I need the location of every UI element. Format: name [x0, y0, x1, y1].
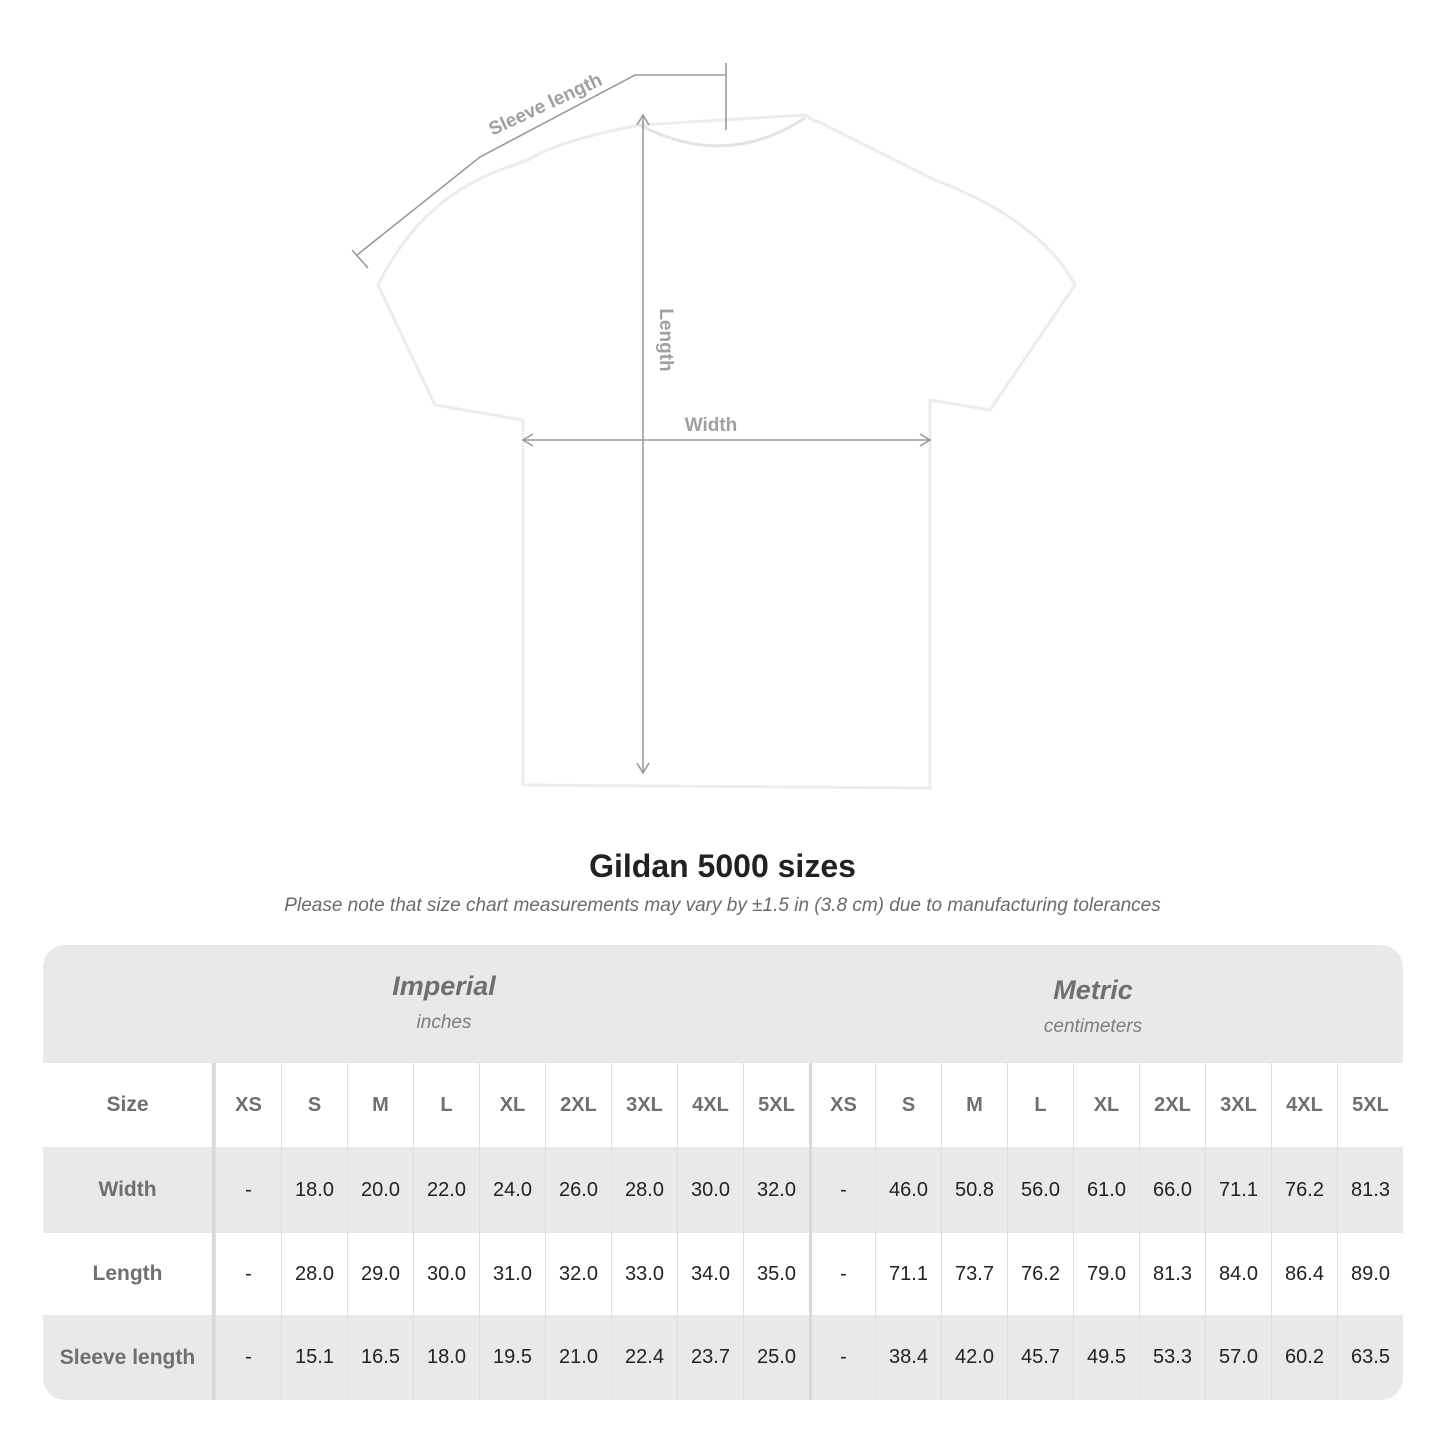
- table-cell: 66.0: [1139, 1147, 1205, 1233]
- metric-unit: centimeters: [1043, 1016, 1143, 1037]
- table-cell: M: [941, 1063, 1007, 1147]
- table-cell: 22.4: [611, 1315, 677, 1400]
- width-label: Width: [685, 415, 738, 436]
- table-cell: 2XL: [1139, 1063, 1205, 1147]
- sleeve-length-line: [356, 74, 725, 256]
- length-label: Length: [655, 308, 676, 371]
- table-cell: XL: [1073, 1063, 1139, 1147]
- table-cell: 71.1: [875, 1233, 941, 1315]
- table-cell: 84.0: [1205, 1233, 1271, 1315]
- table-cell: 35.0: [743, 1233, 809, 1315]
- table-cell: L: [1007, 1063, 1073, 1147]
- table-cell: 57.0: [1205, 1315, 1271, 1400]
- table-cell: 25.0: [743, 1315, 809, 1400]
- table-cell: 18.0: [281, 1147, 347, 1233]
- table-cell: S: [281, 1063, 347, 1147]
- table-cell: 73.7: [941, 1233, 1007, 1315]
- row-label: Size: [43, 1063, 215, 1147]
- table-cell: -: [809, 1315, 875, 1400]
- table-cell: 34.0: [677, 1233, 743, 1315]
- table-cell: XS: [809, 1063, 875, 1147]
- metric-heading: Metric: [1053, 975, 1133, 1005]
- table-cell: 31.0: [479, 1233, 545, 1315]
- table-cell: 63.5: [1337, 1315, 1403, 1400]
- table-cell: 45.7: [1007, 1315, 1073, 1400]
- table-cell: 24.0: [479, 1147, 545, 1233]
- table-cell: 49.5: [1073, 1315, 1139, 1400]
- table-cell: -: [215, 1233, 281, 1315]
- table-cell: 28.0: [611, 1147, 677, 1233]
- row-label: Length: [43, 1233, 215, 1315]
- imperial-unit: inches: [416, 1012, 472, 1033]
- table-cell: 5XL: [1337, 1063, 1403, 1147]
- table-cell: 33.0: [611, 1233, 677, 1315]
- tolerance-note: Please note that size chart measurements…: [284, 895, 1161, 916]
- table-cell: 81.3: [1337, 1147, 1403, 1233]
- table-cell: 30.0: [677, 1147, 743, 1233]
- size-header-row: Size XS S M L XL 2XL 3XL 4XL 5XL XS S M L XL 2XL 3XL 4XL 5…: [43, 1063, 1403, 1147]
- table-cell: -: [215, 1315, 281, 1400]
- table-cell: 60.2: [1271, 1315, 1337, 1400]
- table-cell: -: [809, 1233, 875, 1315]
- table-cell: -: [809, 1147, 875, 1233]
- table-cell: 2XL: [545, 1063, 611, 1147]
- table-cell: 22.0: [413, 1147, 479, 1233]
- table-row: Sleeve length -15.1 16.5 18.0 19.5 21.0 22.4 23…: [43, 1315, 1403, 1400]
- table-cell: 32.0: [743, 1147, 809, 1233]
- table-cell: 19.5: [479, 1315, 545, 1400]
- table-cell: 16.5: [347, 1315, 413, 1400]
- tshirt-shape: [376, 113, 1077, 790]
- table-cell: 42.0: [941, 1315, 1007, 1400]
- table-cell: 5XL: [743, 1063, 809, 1147]
- table-cell: 23.7: [677, 1315, 743, 1400]
- metric-header: Metric centimeters: [796, 975, 1390, 1038]
- table-cell: 3XL: [1205, 1063, 1271, 1147]
- table-cell: 15.1: [281, 1315, 347, 1400]
- table-cell: 61.0: [1073, 1147, 1139, 1233]
- table-cell: 3XL: [611, 1063, 677, 1147]
- table-cell: 38.4: [875, 1315, 941, 1400]
- row-label: Sleeve length: [43, 1315, 215, 1400]
- table-row: Length -28.0 29.0 30.0 31.0 32.0 33.0 34.0 35.0-…: [43, 1233, 1403, 1315]
- table-cell: 53.3: [1139, 1315, 1205, 1400]
- table-cell: L: [413, 1063, 479, 1147]
- table-cell: -: [215, 1147, 281, 1233]
- table-cell: S: [875, 1063, 941, 1147]
- table-cell: 20.0: [347, 1147, 413, 1233]
- table-row: Width -18.0 20.0 22.0 24.0 26.0 28.0 30.0 32.0-4…: [43, 1147, 1403, 1233]
- table-cell: 79.0: [1073, 1233, 1139, 1315]
- table-cell: 50.8: [941, 1147, 1007, 1233]
- table-cell: 26.0: [545, 1147, 611, 1233]
- table-cell: 76.2: [1271, 1147, 1337, 1233]
- table-cell: 89.0: [1337, 1233, 1403, 1315]
- table-cell: 21.0: [545, 1315, 611, 1400]
- table-cell: 71.1: [1205, 1147, 1271, 1233]
- table-cell: 32.0: [545, 1233, 611, 1315]
- table-cell: XS: [215, 1063, 281, 1147]
- sleeve-length-label: Sleeve length: [486, 70, 606, 141]
- imperial-header: Imperial inches: [147, 971, 741, 1034]
- size-table: Imperial inches Metric centimeters Size X…: [43, 945, 1403, 1400]
- table-cell: XL: [479, 1063, 545, 1147]
- unit-header-band: Imperial inches Metric centimeters: [43, 945, 1403, 1063]
- collar: [639, 116, 806, 148]
- table-cell: 4XL: [677, 1063, 743, 1147]
- imperial-heading: Imperial: [392, 971, 496, 1001]
- table-cell: 28.0: [281, 1233, 347, 1315]
- chart-title: Gildan 5000 sizes: [589, 848, 856, 884]
- table-cell: 18.0: [413, 1315, 479, 1400]
- table-cell: 29.0: [347, 1233, 413, 1315]
- table-cell: 56.0: [1007, 1147, 1073, 1233]
- table-cell: 4XL: [1271, 1063, 1337, 1147]
- tshirt-diagram: Sleeve length Length Width: [351, 63, 1077, 790]
- table-cell: 76.2: [1007, 1233, 1073, 1315]
- table-cell: M: [347, 1063, 413, 1147]
- table-cell: 30.0: [413, 1233, 479, 1315]
- table-cell: 46.0: [875, 1147, 941, 1233]
- table-cell: 81.3: [1139, 1233, 1205, 1315]
- table-cell: 86.4: [1271, 1233, 1337, 1315]
- row-label: Width: [43, 1147, 215, 1233]
